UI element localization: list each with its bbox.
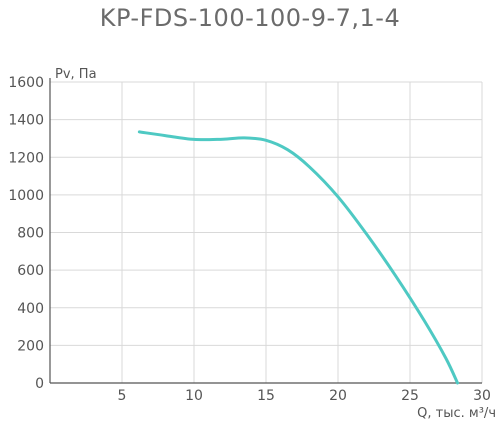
y-tick-label: 1000 [8, 188, 44, 204]
x-tick-label: 20 [329, 388, 347, 404]
y-tick-label: 1400 [8, 113, 44, 129]
grid-lines [50, 81, 483, 383]
y-tick-label: 400 [17, 301, 44, 317]
y-tick-label: 1600 [8, 75, 44, 91]
chart-title: KP-FDS-100-100-9-7,1-4 [99, 4, 401, 32]
x-tick-label: 30 [473, 388, 491, 404]
y-tick-label: 0 [35, 376, 44, 392]
x-axis-label: Q, тыс. м³/ч [417, 406, 496, 421]
x-tick-label: 10 [185, 388, 203, 404]
y-tick-label: 200 [17, 338, 44, 354]
x-tick-label: 5 [118, 388, 127, 404]
y-axis-label: Pv, Па [55, 67, 97, 82]
y-tick-label: 600 [17, 263, 44, 279]
axes [49, 78, 482, 384]
x-tick-label: 25 [401, 388, 419, 404]
x-tick-label: 15 [257, 388, 275, 404]
y-tick-label: 800 [17, 226, 44, 242]
y-tick-label: 1200 [8, 150, 44, 166]
tick-labels: 0 200 400 600 800 1000 1200 1400 1600 5 10 15 20 25 30 [8, 75, 491, 404]
series-line [137, 130, 459, 385]
